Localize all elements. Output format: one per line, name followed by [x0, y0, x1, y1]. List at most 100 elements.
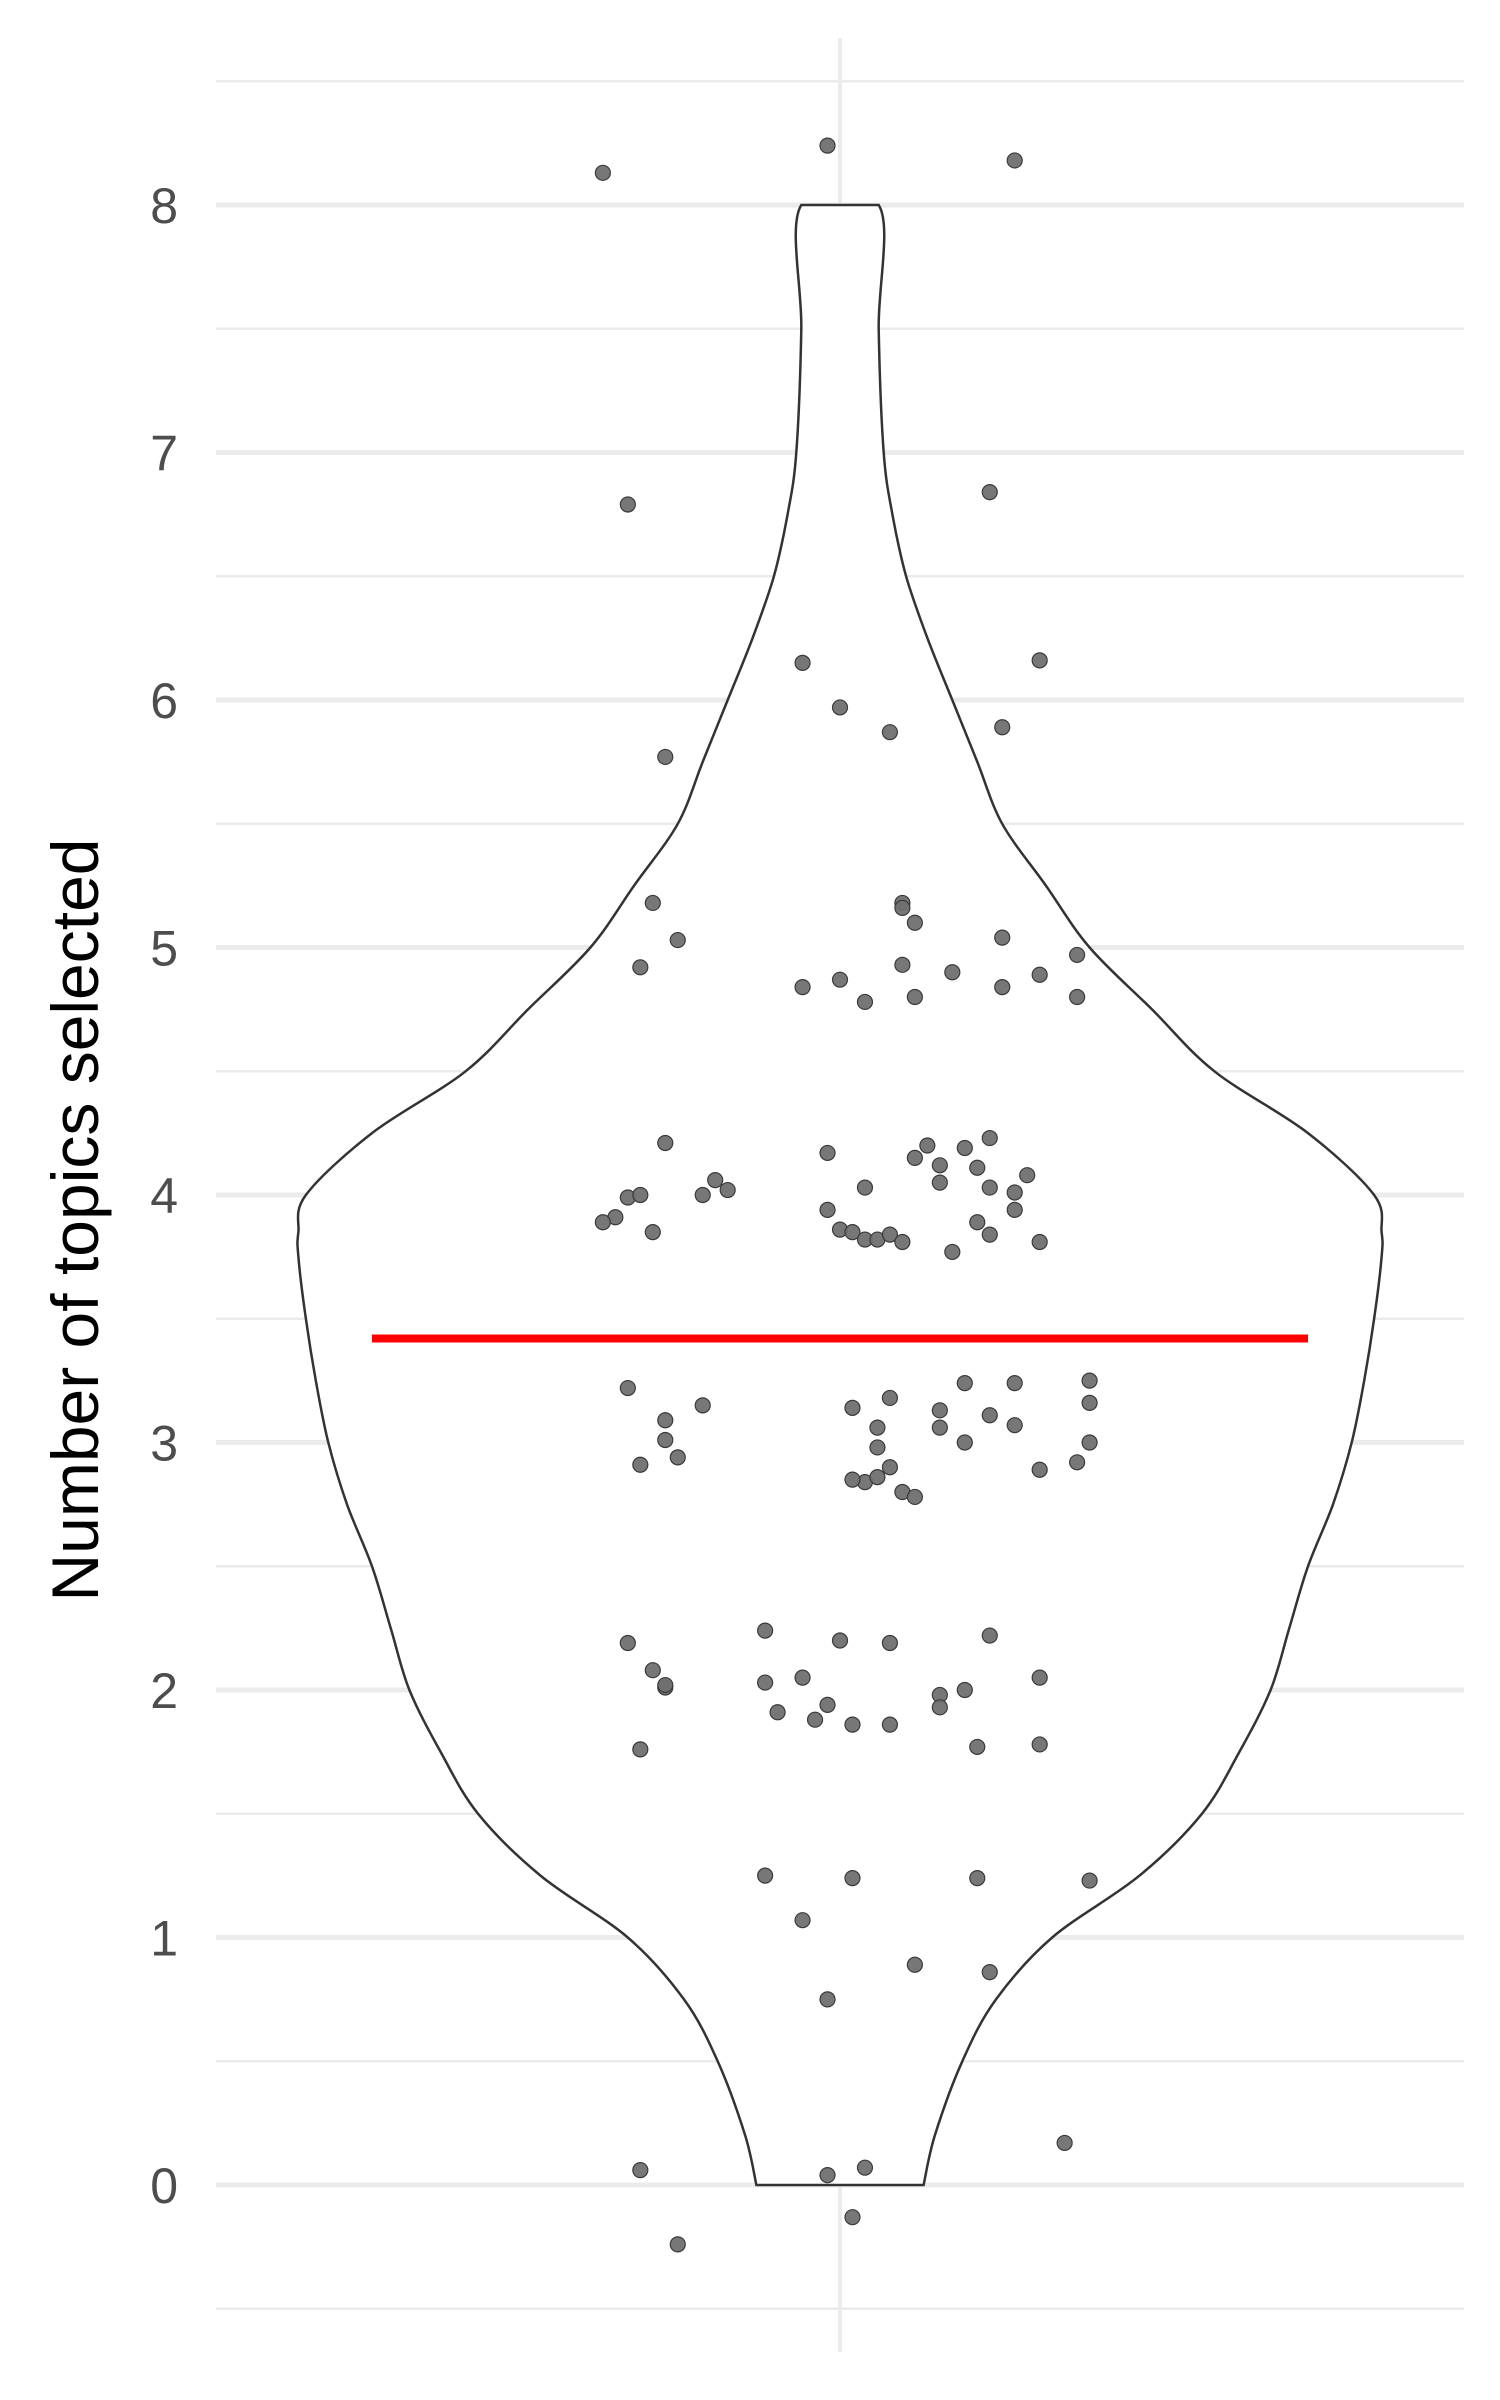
data-point [882, 1390, 897, 1405]
data-point [633, 1457, 648, 1472]
data-point [995, 720, 1010, 735]
y-tick-label: 8 [150, 178, 178, 234]
data-point [708, 1173, 723, 1188]
data-point [645, 895, 660, 910]
data-point [870, 1470, 885, 1485]
y-tick-label: 3 [150, 1416, 178, 1472]
data-point [945, 965, 960, 980]
data-point [995, 980, 1010, 995]
data-point [645, 1663, 660, 1678]
data-point [895, 900, 910, 915]
data-point [982, 1180, 997, 1195]
data-point [982, 1408, 997, 1423]
data-point [1082, 1435, 1097, 1450]
data-point [1032, 967, 1047, 982]
data-point [695, 1188, 710, 1203]
data-point [970, 1871, 985, 1886]
data-point [1007, 1202, 1022, 1217]
data-point [845, 1871, 860, 1886]
data-point [907, 1489, 922, 1504]
data-point [1082, 1395, 1097, 1410]
data-point [857, 1180, 872, 1195]
data-point [670, 933, 685, 948]
data-point [932, 1403, 947, 1418]
data-point [720, 1183, 735, 1198]
data-point [833, 972, 848, 987]
data-point [645, 1225, 660, 1240]
data-point [932, 1420, 947, 1435]
data-point [870, 1420, 885, 1435]
data-point [932, 1175, 947, 1190]
data-point [795, 655, 810, 670]
data-point [882, 1460, 897, 1475]
data-point [845, 1400, 860, 1415]
data-point [957, 1140, 972, 1155]
y-tick-label: 7 [150, 426, 178, 482]
data-point [882, 1717, 897, 1732]
data-point [957, 1683, 972, 1698]
data-point [1032, 1737, 1047, 1752]
data-point [633, 960, 648, 975]
data-point [970, 1215, 985, 1230]
data-point [1070, 1455, 1085, 1470]
data-point [833, 700, 848, 715]
data-point [982, 1227, 997, 1242]
data-point [857, 994, 872, 1009]
data-point [895, 1235, 910, 1250]
data-point [882, 1635, 897, 1650]
data-point [633, 1188, 648, 1203]
data-point [1057, 2135, 1072, 2150]
data-point [770, 1705, 785, 1720]
data-point [633, 1742, 648, 1757]
data-point [845, 1472, 860, 1487]
data-point [1007, 1376, 1022, 1391]
data-point [1007, 153, 1022, 168]
data-point [820, 138, 835, 153]
data-point [1007, 1185, 1022, 1200]
data-point [1032, 1670, 1047, 1685]
y-tick-label: 4 [150, 1168, 178, 1224]
y-tick-label: 6 [150, 673, 178, 729]
data-point [970, 1739, 985, 1754]
data-point [1007, 1418, 1022, 1433]
data-point [795, 980, 810, 995]
data-point [820, 2168, 835, 2183]
data-point [808, 1712, 823, 1727]
data-point [758, 1623, 773, 1638]
data-point [820, 1697, 835, 1712]
data-point [620, 1381, 635, 1396]
data-point [882, 725, 897, 740]
data-point [970, 1160, 985, 1175]
data-point [695, 1398, 710, 1413]
data-point [670, 1450, 685, 1465]
data-point [633, 2163, 648, 2178]
data-point [957, 1435, 972, 1450]
data-point [907, 990, 922, 1005]
data-point [658, 749, 673, 764]
data-point [907, 915, 922, 930]
data-point [920, 1138, 935, 1153]
data-point [945, 1244, 960, 1259]
data-point [620, 497, 635, 512]
data-point [658, 1136, 673, 1151]
data-point [1032, 1235, 1047, 1250]
data-point [658, 1433, 673, 1448]
data-point [658, 1678, 673, 1693]
data-point [795, 1670, 810, 1685]
data-point [995, 930, 1010, 945]
data-point [1032, 653, 1047, 668]
data-point [833, 1633, 848, 1648]
data-point [820, 1992, 835, 2007]
data-point [870, 1440, 885, 1455]
data-point [1032, 1462, 1047, 1477]
y-tick-label: 2 [150, 1663, 178, 1719]
data-point [1020, 1168, 1035, 1183]
data-point [1082, 1373, 1097, 1388]
data-point [795, 1913, 810, 1928]
data-point [907, 1150, 922, 1165]
data-point [907, 1957, 922, 1972]
y-axis-title: Number of topics selected [38, 838, 112, 1601]
data-point [595, 165, 610, 180]
data-point [820, 1145, 835, 1160]
